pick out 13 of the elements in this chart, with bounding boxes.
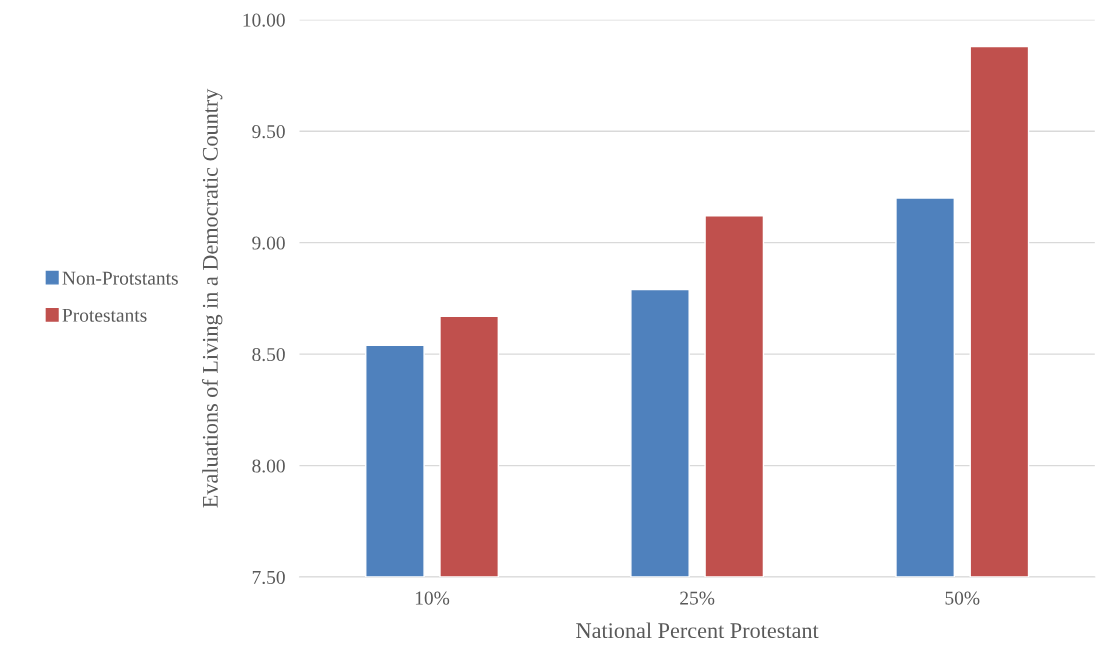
- y-tick-label: 9.00: [252, 236, 285, 250]
- legend-label: Non-Protstants: [62, 271, 178, 285]
- x-axis-title: National Percent Protestant: [576, 622, 819, 639]
- y-tick-label: 8.00: [252, 459, 285, 473]
- y-tick-label: 7.50: [252, 570, 285, 585]
- y-tick-label: 10.00: [243, 13, 285, 27]
- y-tick-label: 9.50: [252, 125, 285, 139]
- x-tick-label: 50%: [945, 591, 980, 605]
- x-tick-label: 10%: [415, 591, 450, 605]
- y-tick-label: 8.50: [252, 347, 285, 362]
- legend-label: Protestants: [62, 308, 147, 322]
- x-tick-label: 25%: [680, 591, 715, 605]
- y-axis-title: Evaluations of Living in a Democratic Country: [201, 88, 223, 508]
